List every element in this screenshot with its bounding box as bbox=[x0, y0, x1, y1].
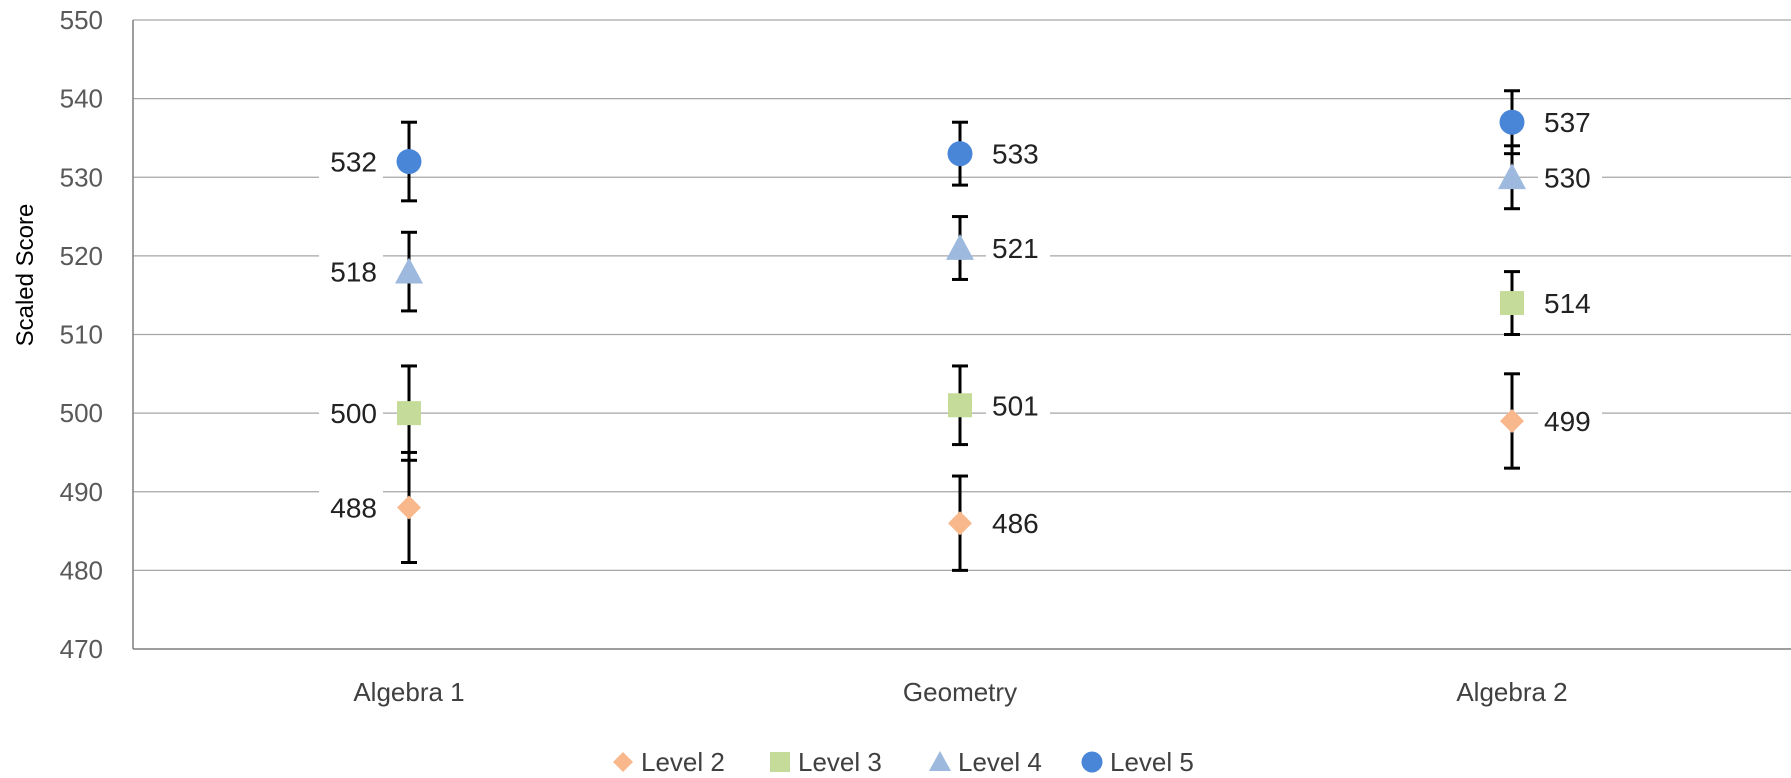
data-label: 530 bbox=[1544, 162, 1591, 193]
y-tick-label: 550 bbox=[60, 5, 103, 35]
data-label: 486 bbox=[992, 508, 1039, 539]
x-category-label: Algebra 2 bbox=[1456, 677, 1567, 707]
marker-square bbox=[397, 401, 421, 426]
data-label: 500 bbox=[330, 398, 377, 429]
legend-label: Level 4 bbox=[958, 747, 1042, 777]
data-label-bg bbox=[1538, 403, 1602, 438]
y-axis-ticks: 470 480 490 500 510 520 530 540 550 bbox=[60, 5, 103, 664]
legend-item: Level 3 bbox=[770, 747, 882, 777]
data-label: 533 bbox=[992, 139, 1039, 170]
data-label-bg bbox=[986, 136, 1050, 171]
marker-diamond bbox=[948, 511, 972, 536]
marker-triangle bbox=[1498, 163, 1526, 190]
marker-circle bbox=[947, 141, 973, 167]
legend-marker-square bbox=[770, 752, 790, 772]
legend-marker-diamond bbox=[613, 752, 633, 772]
y-tick-label: 480 bbox=[60, 555, 103, 585]
data-label: 521 bbox=[992, 233, 1039, 264]
legend-label: Level 2 bbox=[641, 747, 725, 777]
y-tick-label: 500 bbox=[60, 398, 103, 428]
data-label-bg bbox=[319, 254, 383, 289]
data-label-bg bbox=[986, 231, 1050, 266]
data-label: 532 bbox=[330, 147, 377, 178]
marker-diamond bbox=[1500, 408, 1524, 433]
data-label-bg bbox=[986, 506, 1050, 541]
marker-circle bbox=[396, 149, 422, 175]
legend: Level 2 Level 3 Level 4 Level 5 bbox=[613, 747, 1194, 777]
marker-circle bbox=[1499, 109, 1525, 135]
y-tick-label: 510 bbox=[60, 320, 103, 350]
data-label-bg bbox=[986, 388, 1050, 423]
legend-marker-circle bbox=[1081, 751, 1103, 773]
marker-triangle bbox=[395, 257, 423, 284]
data-labels: 488 486 499 500 501 514 518 521 530 532 533 537 bbox=[319, 105, 1602, 541]
data-label: 499 bbox=[1544, 406, 1591, 437]
legend-marker-triangle bbox=[929, 751, 951, 771]
data-label: 537 bbox=[1544, 107, 1591, 138]
data-label-bg bbox=[319, 396, 383, 431]
data-label: 488 bbox=[330, 492, 377, 523]
y-tick-label: 540 bbox=[60, 84, 103, 114]
data-label-bg bbox=[319, 144, 383, 179]
legend-item: Level 2 bbox=[613, 747, 725, 777]
y-tick-label: 490 bbox=[60, 477, 103, 507]
marker-triangle bbox=[946, 234, 974, 260]
x-category-label: Geometry bbox=[903, 677, 1017, 707]
legend-item: Level 4 bbox=[929, 747, 1042, 777]
legend-item: Level 5 bbox=[1081, 747, 1194, 777]
legend-label: Level 3 bbox=[798, 747, 882, 777]
data-label-bg bbox=[1538, 160, 1602, 195]
x-axis-categories: Algebra 1 Geometry Algebra 2 bbox=[353, 677, 1567, 707]
y-tick-label: 520 bbox=[60, 241, 103, 271]
data-label-bg bbox=[1538, 105, 1602, 140]
data-label: 514 bbox=[1544, 288, 1591, 319]
marker-diamond bbox=[397, 495, 421, 520]
x-category-label: Algebra 1 bbox=[353, 677, 464, 707]
marker-square bbox=[1500, 291, 1524, 316]
marker-square bbox=[948, 393, 972, 418]
data-markers bbox=[395, 109, 1526, 536]
y-axis-title: Scaled Score bbox=[12, 204, 39, 347]
data-label: 501 bbox=[992, 390, 1039, 421]
y-tick-label: 470 bbox=[60, 634, 103, 664]
data-label: 518 bbox=[330, 257, 377, 288]
y-tick-label: 530 bbox=[60, 162, 103, 192]
data-label-bg bbox=[1538, 286, 1602, 321]
legend-label: Level 5 bbox=[1110, 747, 1194, 777]
data-label-bg bbox=[319, 490, 383, 525]
